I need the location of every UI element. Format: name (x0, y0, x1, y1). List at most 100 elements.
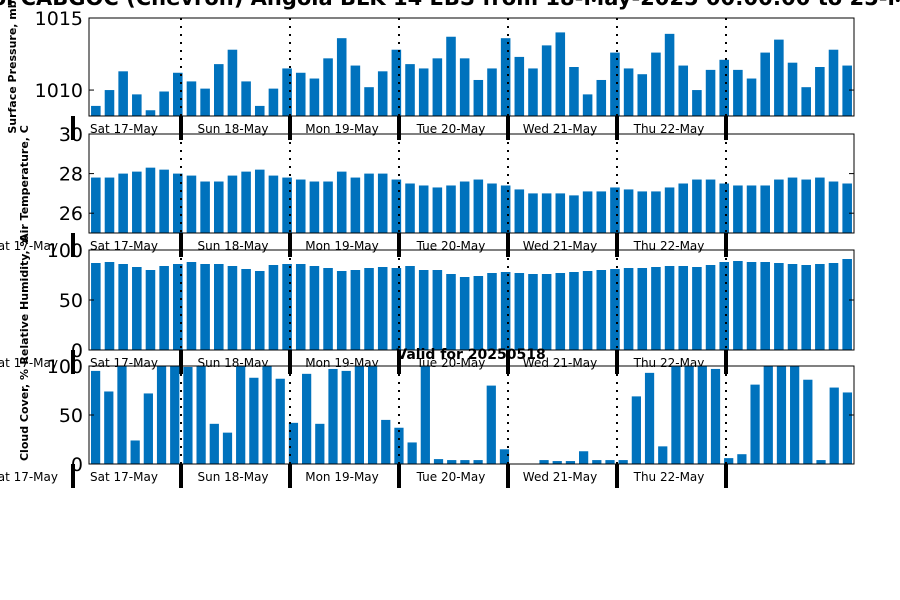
panel-1-bar (500, 38, 511, 116)
panel-4-day-label: Mon 19-May (305, 470, 379, 484)
panel-1-ytick-label: 1010 (35, 80, 83, 102)
panel-2-bar (610, 187, 620, 233)
panel-4-bar (315, 423, 325, 464)
panel-2-bar (364, 173, 374, 233)
panel-3-bar (405, 266, 415, 350)
panel-1-bar (733, 69, 743, 116)
panel-4-bar (328, 368, 338, 464)
panel-3-bar (323, 268, 333, 350)
panel-1-bar (282, 68, 292, 116)
panel-3-bar (446, 274, 456, 350)
panel-4-bar (249, 377, 259, 464)
panel-4-bar (460, 460, 470, 464)
panel-3-bar (692, 267, 702, 350)
panel-4-bar (776, 366, 787, 464)
panel-3-bar (651, 267, 661, 350)
panel-4-bar (90, 370, 101, 464)
panel-3-bar (828, 263, 839, 350)
panel-4-bar (684, 366, 694, 464)
panel-2-bar (787, 177, 798, 233)
panel-4-bar (697, 366, 707, 464)
panel-3-bar (282, 264, 292, 350)
panel-1-bar (241, 81, 251, 116)
panel-1-bar (405, 64, 415, 116)
panel-1-bar (692, 90, 702, 116)
panel-2-bar (514, 189, 525, 233)
panel-2-bar (91, 177, 101, 233)
panel-3-bar (500, 272, 511, 350)
panel-4-bar (605, 460, 615, 464)
panel-1-bar (541, 45, 552, 116)
panel-3-bar (569, 272, 579, 350)
panel-1-bar (637, 74, 648, 116)
panel-3-bar (459, 277, 470, 350)
panel-1-bar (391, 49, 402, 116)
panel-1-bar (432, 58, 443, 116)
panel-4-bar (275, 378, 285, 464)
panel-2-bar (528, 193, 538, 233)
panel-4-bar (579, 451, 589, 464)
panel-4-bar (381, 419, 391, 464)
plots: 1010 1015 Surface Pressure, mb Sat 17-May Su… (0, 0, 855, 488)
panel-3-bar (159, 266, 169, 350)
panel-3-first-tick-label: Sat 17-May (0, 356, 58, 370)
panel-1-bar (623, 68, 634, 116)
panel-1-day-label: Tue 20-May (416, 122, 486, 136)
panel-3-bar (842, 259, 852, 350)
panel-4-bar (644, 372, 655, 464)
panel-2-bar (118, 173, 128, 233)
panel-4-bar (592, 460, 602, 464)
panel-2-bar (309, 181, 320, 233)
panel-3-bar (705, 265, 716, 350)
panel-3-bar (295, 264, 306, 350)
panel-3-bar (623, 268, 634, 350)
panel-4-bar (539, 460, 549, 464)
panel-1-bar (651, 52, 661, 116)
panel-3-bar (350, 270, 361, 350)
panel-2-ytick-label: 28 (59, 164, 83, 186)
panel-1-bar (528, 68, 538, 116)
panel-4-bar (842, 392, 853, 464)
panel-1-bar (227, 49, 238, 116)
panel-4-bar (143, 393, 153, 464)
panel-4-day-label: Tue 20-May (416, 470, 486, 484)
panel-2-bar (692, 179, 702, 233)
panel-2-ylabel: Air Temperature, C (18, 125, 31, 242)
panel-2-bar (336, 171, 347, 233)
panel-4-bar (288, 422, 299, 464)
panel-4-bar (737, 454, 747, 464)
panel-1-ylabel: Surface Pressure, mb (6, 0, 19, 133)
panel-2-first-tick-label: Sat 17-May (0, 239, 58, 253)
panel-2-bar (418, 185, 429, 233)
panel-2-ytick-label: 30 (59, 124, 83, 146)
panel-3-ytick-label: 50 (59, 290, 83, 312)
panel-1-bar (801, 87, 811, 116)
panel-1-bar (118, 71, 128, 116)
panel-3-bar (541, 274, 552, 350)
panel-1-bar (254, 105, 265, 116)
panel-2-bar (473, 179, 484, 233)
panel-1-bar (350, 65, 361, 116)
panel-2-bar (200, 181, 210, 233)
panel-4-bar (486, 385, 496, 464)
panel-3-bar (719, 262, 729, 350)
panel-3-bar (582, 271, 593, 350)
panel-4-bar (499, 449, 510, 464)
panel-2-bar (104, 177, 115, 233)
panel-2-bar (596, 191, 607, 233)
panel-1-bar (364, 87, 374, 116)
panel-2-bar (432, 187, 443, 233)
panel-3-bar (241, 269, 251, 350)
panel-4-bar (407, 442, 417, 464)
panel-1-bar (145, 110, 156, 116)
panel-3-bar (173, 264, 183, 350)
panel-1-bar (159, 91, 169, 116)
panel-1-bar (446, 36, 456, 116)
panel-2-bar (295, 179, 306, 233)
panel-1-bar (104, 90, 115, 116)
panel-4-bar (710, 368, 721, 464)
panel-3-bar (336, 271, 347, 350)
panel-1-bar (214, 64, 224, 116)
panel-1-bar (746, 78, 757, 116)
